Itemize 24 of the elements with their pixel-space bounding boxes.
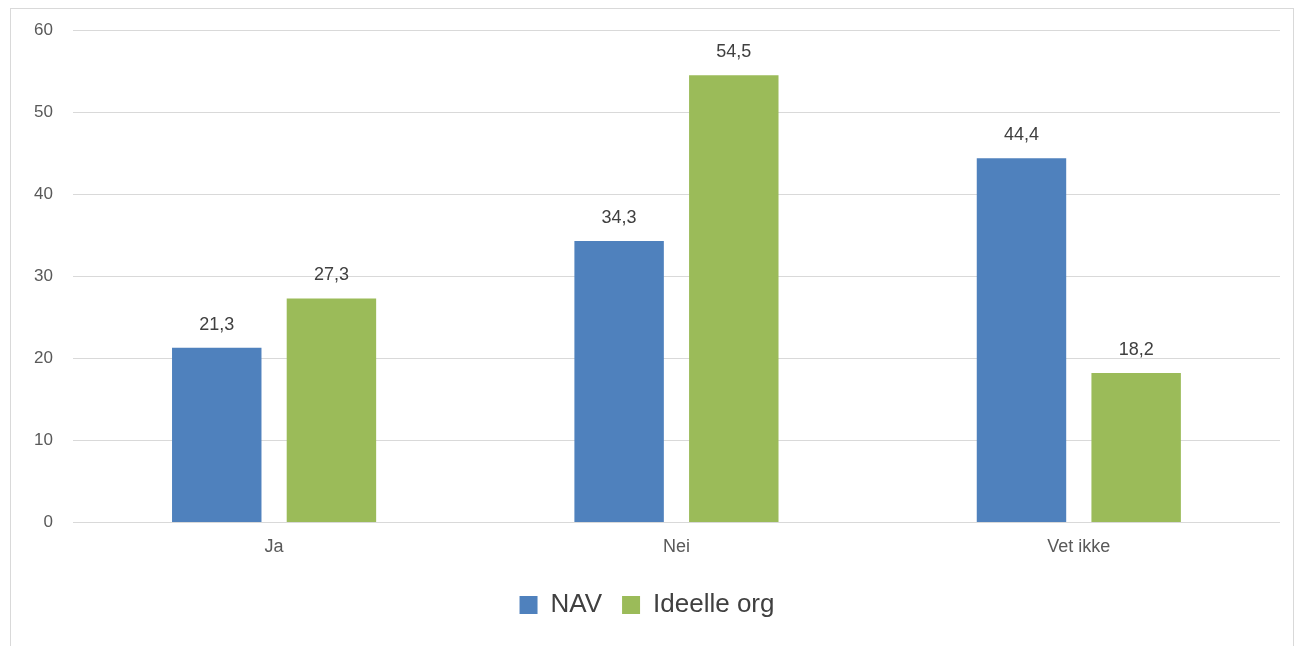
data-label: 18,2 [1118,339,1154,360]
y-tick-label: 60 [33,19,53,39]
bar [689,75,779,522]
data-label: 44,4 [1003,124,1039,145]
legend-label: NAV [550,588,603,619]
x-tick-label: Ja [264,536,285,557]
data-label: 27,3 [313,264,349,285]
bar [1091,373,1181,522]
y-tick-label: 20 [33,348,53,368]
data-label: 21,3 [199,313,235,334]
y-tick-label: 0 [43,512,53,532]
legend-label: Ideelle org [653,588,775,619]
x-tick-label: Nei [662,536,690,557]
bar [976,158,1067,522]
bar [574,241,664,522]
data-label: 34,3 [601,206,637,227]
y-tick-label: 40 [33,183,53,203]
data-label: 54,5 [716,41,752,62]
y-tick-label: 50 [33,101,53,121]
x-tick-label: Vet ikke [1047,536,1111,557]
y-tick-label: 30 [33,265,53,285]
bar [172,347,262,522]
y-tick-label: 10 [33,430,53,450]
bar [286,298,377,522]
